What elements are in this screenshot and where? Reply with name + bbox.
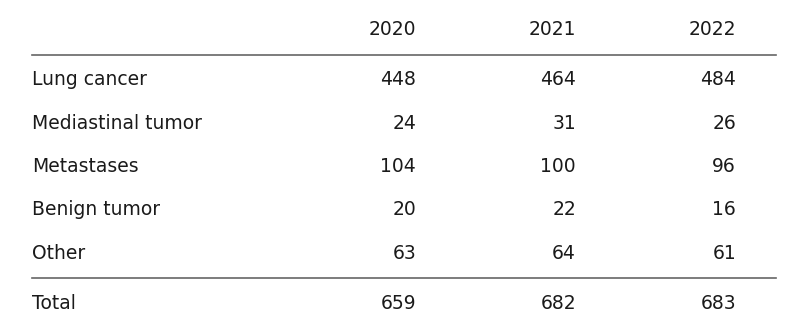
Text: 659: 659 [380,293,416,313]
Text: 100: 100 [540,157,576,176]
Text: 683: 683 [700,293,736,313]
Text: 2021: 2021 [529,20,576,40]
Text: 22: 22 [552,200,576,219]
Text: 20: 20 [392,200,416,219]
Text: 31: 31 [552,114,576,133]
Text: Metastases: Metastases [32,157,138,176]
Text: 61: 61 [712,243,736,263]
Text: Benign tumor: Benign tumor [32,200,160,219]
Text: 16: 16 [712,200,736,219]
Text: 2022: 2022 [689,20,736,40]
Text: 2020: 2020 [369,20,416,40]
Text: Lung cancer: Lung cancer [32,70,147,90]
Text: 26: 26 [712,114,736,133]
Text: Other: Other [32,243,86,263]
Text: 448: 448 [380,70,416,90]
Text: 464: 464 [540,70,576,90]
Text: 104: 104 [380,157,416,176]
Text: Mediastinal tumor: Mediastinal tumor [32,114,202,133]
Text: 63: 63 [392,243,416,263]
Text: 64: 64 [552,243,576,263]
Text: 24: 24 [392,114,416,133]
Text: 96: 96 [712,157,736,176]
Text: Total: Total [32,293,76,313]
Text: 682: 682 [540,293,576,313]
Text: 484: 484 [700,70,736,90]
